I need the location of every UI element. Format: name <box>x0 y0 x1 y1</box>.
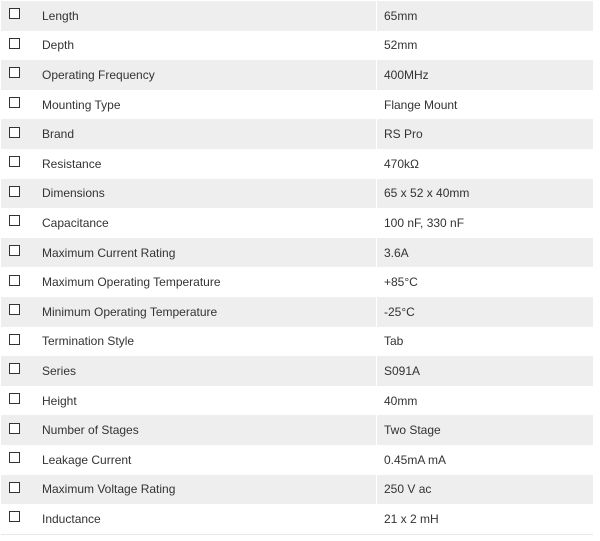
spec-label: Mounting Type <box>42 97 121 112</box>
spec-row: Capacitance 100 nF, 330 nF <box>1 208 593 238</box>
row-checkbox[interactable] <box>9 274 20 286</box>
spec-value: 3.6A <box>376 237 593 268</box>
spec-row: Height 40mm <box>1 385 593 416</box>
row-checkbox[interactable] <box>9 156 20 168</box>
row-checkbox[interactable] <box>9 304 20 316</box>
row-checkbox[interactable] <box>9 333 20 345</box>
spec-row: Inductance 21 x 2 mH <box>1 504 593 534</box>
row-checkbox[interactable] <box>9 126 20 138</box>
spec-row: Minimum Operating Temperature -25°C <box>1 296 593 327</box>
spec-row: Maximum Operating Temperature +85°C <box>1 267 593 297</box>
row-checkbox[interactable] <box>9 393 20 405</box>
row-checkbox[interactable] <box>9 185 20 197</box>
spec-value: 40mm <box>376 385 593 416</box>
spec-value: 100 nF, 330 nF <box>376 208 593 238</box>
spec-label: Depth <box>42 38 75 53</box>
spec-row: Mounting Type Flange Mount <box>1 89 593 120</box>
row-checkbox[interactable] <box>9 67 20 79</box>
spec-label: Maximum Current Rating <box>42 245 176 260</box>
spec-row: Leakage Current 0.45mA mA <box>1 444 593 475</box>
spec-row: Series S091A <box>1 356 593 386</box>
spec-value: Flange Mount <box>376 89 593 120</box>
spec-value: +85°C <box>376 267 593 297</box>
row-checkbox[interactable] <box>9 422 20 434</box>
spec-value: 400MHz <box>376 60 593 90</box>
spec-value: 65 x 52 x 40mm <box>376 178 593 209</box>
row-checkbox[interactable] <box>9 97 20 109</box>
spec-label: Series <box>42 363 77 378</box>
spec-row: Termination Style Tab <box>1 326 593 357</box>
spec-label: Resistance <box>42 156 102 171</box>
spec-value: Tab <box>376 326 593 357</box>
spec-value: 0.45mA mA <box>376 444 593 475</box>
spec-value: RS Pro <box>376 119 593 149</box>
spec-label: Brand <box>42 127 75 142</box>
spec-row: Depth 52mm <box>1 30 593 61</box>
row-checkbox[interactable] <box>9 8 20 20</box>
spec-label: Termination Style <box>42 334 135 349</box>
spec-label: Minimum Operating Temperature <box>42 304 218 319</box>
spec-row: Maximum Current Rating 3.6A <box>1 237 593 268</box>
spec-value: S091A <box>376 356 593 386</box>
spec-value: 65mm <box>376 1 593 31</box>
spec-row: Brand RS Pro <box>1 119 593 149</box>
spec-value: 470kΩ <box>376 148 593 179</box>
spec-label: Operating Frequency <box>42 67 155 82</box>
row-checkbox[interactable] <box>9 37 20 49</box>
spec-label: Maximum Operating Temperature <box>42 275 221 290</box>
spec-row: Operating Frequency 400MHz <box>1 60 593 90</box>
row-checkbox[interactable] <box>9 452 20 464</box>
row-checkbox[interactable] <box>9 245 20 257</box>
spec-label: Maximum Voltage Rating <box>42 482 176 497</box>
spec-label: Number of Stages <box>42 423 139 438</box>
row-checkbox[interactable] <box>9 363 20 375</box>
spec-row: Number of Stages Two Stage <box>1 415 593 445</box>
spec-label: Dimensions <box>42 186 105 201</box>
row-checkbox[interactable] <box>9 481 20 493</box>
spec-label: Height <box>42 393 77 408</box>
specifications-table: Length 65mm Depth 52mm Operating Frequency 40… <box>1 1 593 535</box>
spec-label: Capacitance <box>42 215 109 230</box>
spec-value: -25°C <box>376 296 593 327</box>
spec-label: Inductance <box>42 511 101 526</box>
spec-value: 250 V ac <box>376 474 593 505</box>
spec-label: Leakage Current <box>42 452 132 467</box>
spec-row: Length 65mm <box>1 1 593 31</box>
spec-row: Resistance 470kΩ <box>1 148 593 179</box>
spec-value: 52mm <box>376 30 593 61</box>
spec-label: Length <box>42 8 79 23</box>
row-checkbox[interactable] <box>9 511 20 523</box>
spec-value: Two Stage <box>376 415 593 445</box>
spec-row: Dimensions 65 x 52 x 40mm <box>1 178 593 209</box>
spec-value: 21 x 2 mH <box>376 504 593 534</box>
spec-row: Maximum Voltage Rating 250 V ac <box>1 474 593 505</box>
row-checkbox[interactable] <box>9 215 20 227</box>
